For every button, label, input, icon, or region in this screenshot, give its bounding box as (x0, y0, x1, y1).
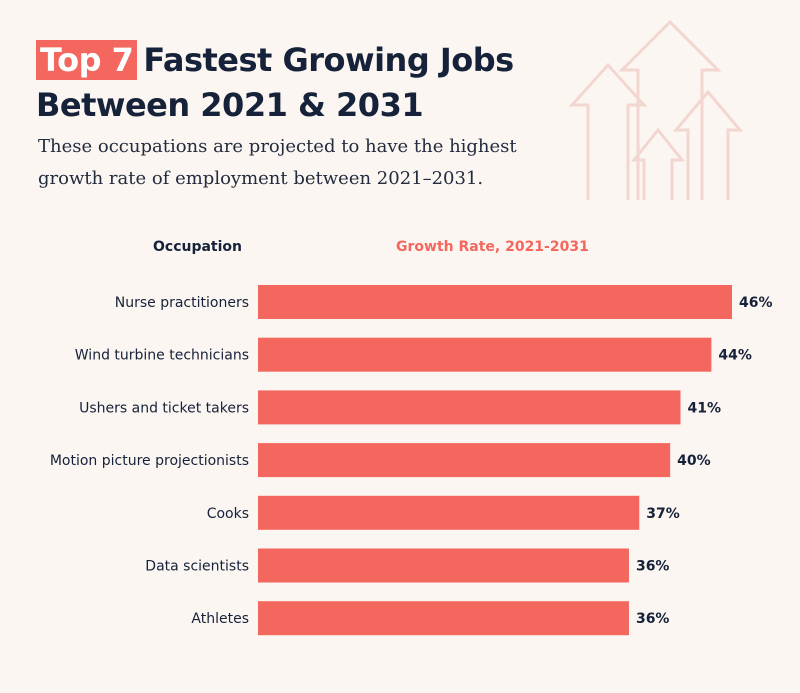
category-label: Data scientists (145, 559, 249, 575)
title-line-2: Between 2021 & 2031 (36, 86, 424, 124)
occupation-header: Occupation (153, 239, 243, 255)
bar (258, 390, 681, 425)
bar (258, 337, 712, 372)
subtitle-line-2: growth rate of employment between 2021–2… (38, 168, 484, 189)
bar (258, 495, 640, 530)
value-label: 36% (636, 559, 670, 575)
category-label: Motion picture projectionists (50, 453, 249, 469)
value-label: 36% (636, 611, 670, 627)
category-label: Ushers and ticket takers (79, 400, 249, 416)
value-label: 40% (677, 453, 711, 469)
value-label: 41% (687, 400, 721, 416)
category-label: Wind turbine technicians (75, 348, 249, 364)
value-label: 37% (646, 506, 680, 522)
subtitle-line-1: These occupations are projected to have … (38, 136, 517, 157)
category-label: Cooks (207, 506, 249, 522)
bar (258, 443, 671, 478)
growth-rate-header: Growth Rate, 2021-2031 (396, 239, 589, 255)
bar (258, 548, 629, 583)
page-title: Top 7 Fastest Growing Jobs (36, 40, 514, 80)
category-label: Nurse practitioners (115, 295, 249, 311)
category-label: Athletes (191, 611, 249, 627)
title-text: Fastest Growing Jobs (143, 41, 514, 79)
title-highlight: Top 7 (36, 40, 138, 80)
value-label: 46% (739, 295, 773, 311)
bar (258, 285, 732, 319)
value-label: 44% (718, 348, 752, 364)
rising-arrows-icon (568, 19, 744, 200)
bar (258, 601, 629, 636)
